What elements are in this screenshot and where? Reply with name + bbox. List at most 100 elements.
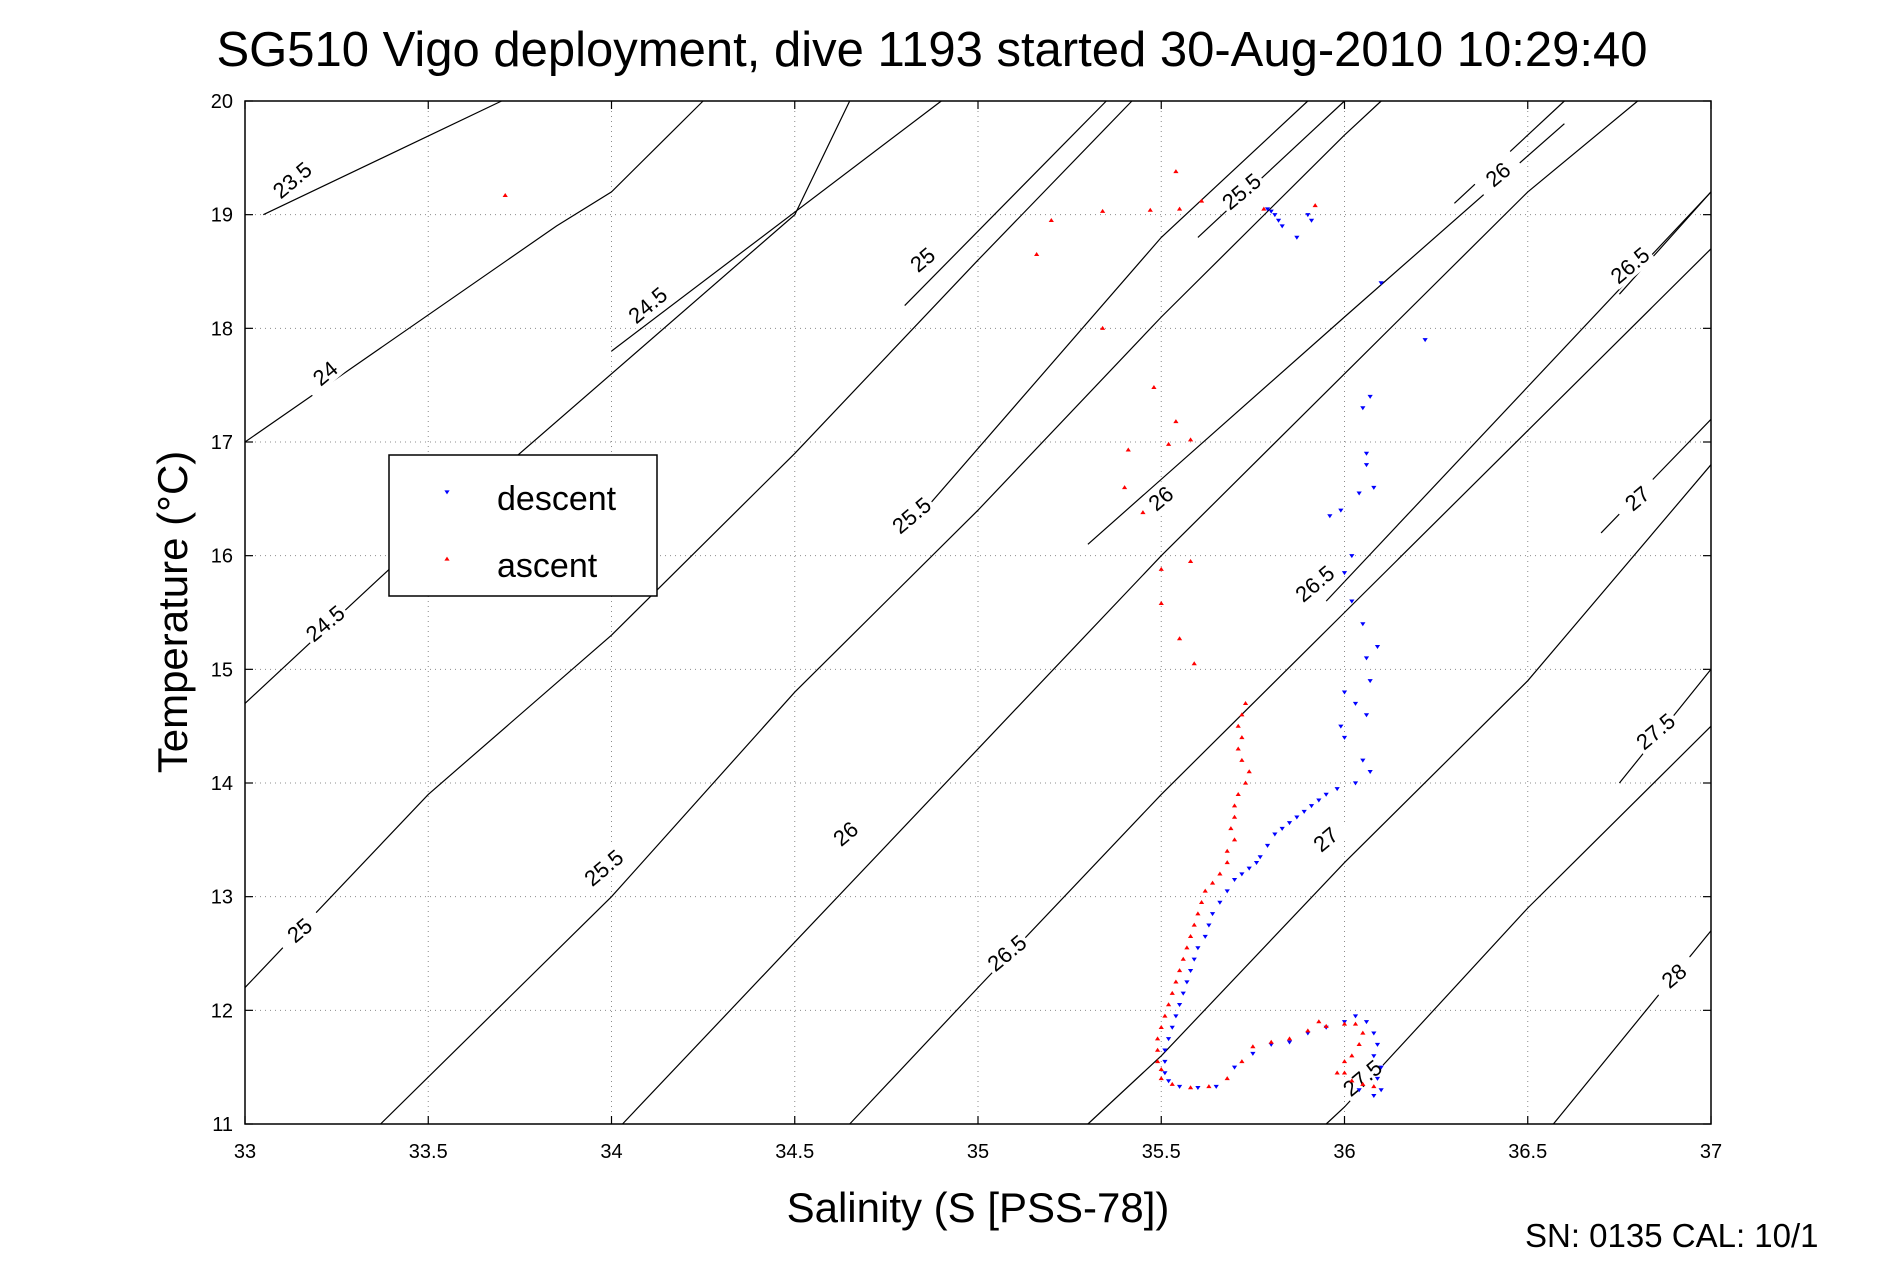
descent-point [1209,912,1216,917]
x-tick-label: 35.5 [1142,1141,1181,1163]
descent-point [1264,843,1271,848]
descent-point [1363,1020,1370,1025]
ascent-point [1228,826,1234,831]
contour-label-bg [1336,1053,1389,1103]
descent-point [1371,485,1377,490]
contour-label-bg [265,155,319,205]
descent-point [1341,735,1348,740]
descent-point [1367,770,1373,775]
ascent-point [1360,1081,1366,1086]
y-axis-label: Temperature (°C) [149,451,196,774]
descent-point [1356,1088,1362,1093]
ascent-point [1349,1078,1355,1083]
contour-label-bg [1610,473,1664,523]
density-contour-line [904,100,1309,534]
descent-point [1363,713,1370,718]
ascent-point [1195,911,1201,916]
descent-point [1184,980,1190,985]
descent-point [1305,1031,1311,1036]
density-contour-line [244,100,1133,989]
y-tick-label: 19 [211,205,233,227]
contour-label-bg [819,808,872,859]
legend-descent-label: descent [497,480,617,518]
descent-point [1374,1042,1381,1047]
contour-label-bg [273,905,326,955]
x-tick-label: 37 [1700,1141,1722,1163]
descent-point [1422,338,1428,343]
density-contour-line [1087,464,1712,1125]
descent-point [1165,1037,1172,1042]
descent-point [1272,832,1278,837]
descent-point [1367,394,1373,399]
descent-point [1356,491,1362,496]
y-axis-ticks: 11 12 13 14 15 16 17 18 19 20 [211,91,1711,1136]
ascent-point [1154,1047,1161,1052]
ascent-point [1147,207,1153,212]
contour-label-bg [1288,558,1341,608]
descent-point [1363,451,1370,456]
ascent-point [1231,814,1238,819]
ascent-point [1154,1059,1161,1064]
ascent-point [1100,208,1106,213]
ascent-point [1198,899,1205,904]
ascent-point [1180,956,1186,961]
x-tick-label: 33.5 [409,1141,448,1163]
descent-point [1338,724,1344,729]
x-tick-label: 33 [234,1141,256,1163]
descent-point [1187,968,1194,973]
descent-point [1268,209,1274,214]
descent-point [1308,804,1315,809]
descent-point [1374,645,1381,649]
descent-point [1169,1025,1175,1030]
contour-label-bg [577,842,630,893]
ascent-point [1154,1036,1161,1041]
ascent-point [1176,206,1183,211]
density-contour-line [1618,191,1712,295]
descent-point [1327,514,1333,519]
legend-descent-marker [444,490,450,495]
gridlines [245,101,1711,1124]
descent-point [1363,463,1370,468]
ascent-point [1356,1042,1362,1047]
descent-point [1162,1048,1168,1053]
ascent-point [1173,419,1179,424]
descent-point [1257,855,1263,860]
legend-box [388,454,658,597]
descent-point [1279,826,1285,831]
ascent-point [1224,1076,1230,1081]
ascent-point [1169,1081,1175,1086]
ascent-point [1173,169,1179,174]
ascent-point [1162,1013,1168,1018]
ascent-point [1316,1019,1322,1024]
ascent-point [1371,1084,1377,1089]
descent-point [1213,1084,1219,1089]
ascent-point [1268,1039,1274,1044]
ascent-point [1239,735,1245,740]
descent-point [1316,798,1322,803]
ascent-point [1286,1036,1293,1041]
descent-point [1180,991,1186,996]
ascent-point [1187,437,1194,442]
ascent-point [1125,447,1131,452]
descent-point [1294,235,1300,240]
density-contour-line [263,100,502,216]
x-axis-label: Salinity (S [PSS-78]) [787,1184,1170,1231]
density-contour-line [1197,100,1345,238]
contour-label-bg [980,928,1033,978]
ascent-point [1158,566,1164,571]
ascent-point [1184,945,1190,950]
ascent-point [1206,1084,1212,1089]
descent-point [1162,1071,1168,1076]
descent-point [1334,787,1340,792]
contour-label-bg [1299,814,1352,864]
ascent-point [1312,203,1318,208]
ascent-point [1334,1070,1340,1075]
descent-point [1371,1031,1377,1036]
density-contour-line [1325,725,1712,1125]
descent-point [1224,889,1230,894]
descent-point [1217,900,1223,905]
density-contour-line [622,100,1639,1125]
legend-ascent-label: ascent [497,547,598,585]
ascent-point [1250,1044,1256,1049]
